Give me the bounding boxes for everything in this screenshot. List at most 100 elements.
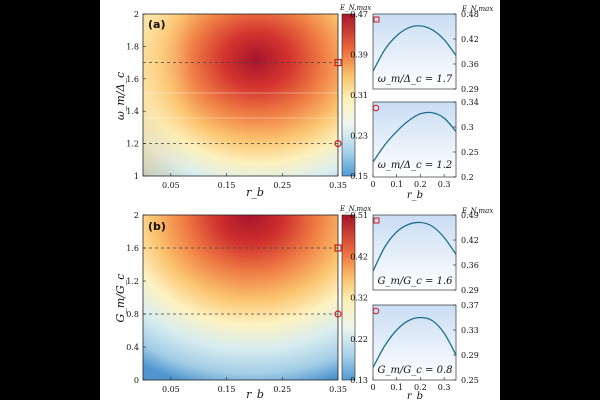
x-tick-label: 0 [370,180,375,189]
y-tick-label: 1.8 [126,42,139,51]
colorbar-tick-label: 0.39 [350,51,368,60]
square-marker [373,217,380,224]
x-axis-label: r_b [246,186,264,199]
x-tick-label: 0.2 [414,383,427,392]
colorbar-b-gradient [341,214,356,381]
colorbar-tick-label: 0.42 [350,252,368,261]
y-tick-label: 1.2 [126,277,139,286]
y-tick-label: 0.8 [126,310,139,319]
colorbar-tick-label: 0.31 [350,91,368,100]
colorbar-b: E_N,max 0.51 0.42 0.32 0.22 0.13 [339,205,371,385]
colorbar-tick-label: 0.23 [350,132,368,141]
x-tick-label: 0.35 [329,181,347,190]
heatmap-b-field [143,215,338,380]
y-tick-label: 0.36 [461,261,479,270]
y-tick-label: 0.49 [461,211,479,220]
colorbar-ticks: 0.51 0.42 0.32 0.22 0.13 [350,211,368,385]
caption: G_m/G_c = 1.6 [377,276,453,287]
y-tick-label: 1.4 [126,107,139,116]
y-tick-label: 1.2 [126,140,139,149]
x-tick-label: 0.3 [438,383,451,392]
curve [373,111,456,163]
square-marker [334,58,342,67]
x-tick-label: 0.2 [414,180,427,189]
colorbar-tick-label: 0.51 [350,211,368,220]
circle-marker [334,310,342,318]
curve [373,25,456,72]
circle-marker [372,104,380,112]
y-tick-label: 2 [134,211,139,220]
panel-a-top-lineplot: E_N,max 0.48 0.42 0.36 0.29 ω_m/Δ_c = 1.7 [372,5,493,94]
y-tick-label: 0.42 [461,35,479,44]
square-marker [334,244,342,252]
x-tick-label: 0.15 [218,181,236,190]
caption: ω_m/Δ_c = 1.7 [378,74,453,85]
y-tick-label: 0 [134,376,139,385]
panel-label: (b) [148,220,166,233]
y-tick-label: 0.29 [461,351,479,360]
x-axis-label: r_b [407,391,423,400]
colorbar-a-gradient [341,13,356,177]
x-tick-label: 0.1 [390,180,403,189]
y-tick-label: 0.2 [461,173,474,182]
y-tick-label: 0.37 [461,301,479,310]
y-tick-label: 0.4 [126,343,139,352]
x-tick-label: 0.05 [162,385,180,394]
heatmap-a-frame [142,13,339,177]
heatmap-b-frame [142,214,339,381]
x-axis: 0 0.1 0.2 0.3 [370,174,451,189]
x-axis-label: r_b [246,388,264,400]
square-marker [373,16,380,23]
y-tick-label: 0.48 [461,10,479,19]
colorbar-tick-label: 0.15 [350,172,368,181]
y-tick-label: 2 [134,10,139,19]
plot-a-bottom-frame [372,101,457,178]
y-tick-label: 1.6 [126,75,139,84]
x-tick-label: 0.25 [273,181,291,190]
y-axis-label: E_N,max [461,207,493,215]
y-axis-label: G_m/G_c [114,274,127,323]
colorbar-tick-label: 0.13 [350,376,368,385]
circle-marker [372,307,380,315]
panel-a-bottom-lineplot: 0.340.30.250.2 0 0.1 0.2 0.3 ω_m/Δ_c = 1.2 … [370,98,478,201]
x-axis: 0.05 0.15 0.25 0.35 [162,173,347,190]
colorbar-tick-label: 0.22 [350,335,368,344]
y-tick-label: 0.36 [461,60,479,69]
y-tick-label: 1 [134,172,139,181]
y-tick-label: 0.29 [461,85,479,94]
y-tick-label: 0.34 [461,98,479,107]
y-tick-label: 0.42 [461,236,479,245]
y-axis: 0.37 0.33 0.29 0.25 [453,301,479,385]
x-tick-label: 0.25 [273,385,291,394]
curve [373,316,456,368]
y-tick-label: 0.29 [461,286,479,295]
x-axis: 0.05 0.15 0.25 0.35 [162,377,347,394]
y-tick-label: 0.25 [461,376,479,385]
y-axis: 0.49 0.42 0.36 0.29 [453,211,479,295]
caption: ω_m/Δ_c = 1.2 [378,160,452,171]
plot-b-top-frame [372,214,457,291]
panel-label: (a) [148,18,165,31]
x-axis: 0 0.1 0.2 0.3 [370,377,451,392]
x-tick-label: 0.1 [390,383,403,392]
x-tick-label: 0 [370,383,375,392]
x-axis-label: r_b [407,190,423,201]
colorbar-a: E_N,max 0.47 0.39 0.31 0.23 0.15 [339,4,371,181]
y-tick-label: 1.6 [126,244,139,253]
curve [373,221,456,272]
colorbar-tick-label: 0.32 [350,294,368,303]
y-axis: 0.34 0.3 0.25 0.2 [453,98,479,182]
heatmap-a-shading [143,14,338,176]
x-tick-label: 0.15 [218,385,236,394]
y-axis: 0.48 0.42 0.36 0.29 [453,10,479,94]
caption: G_m/G_c = 0.8 [377,365,452,376]
colorbar-label: E_N,max [339,205,371,213]
y-axis: 0 0.4 0.8 1.2 1.6 2 [126,211,146,385]
x-tick-label: 0.3 [438,180,451,189]
colorbar-ticks: 0.47 0.39 0.31 0.23 0.15 [350,10,368,181]
colorbar-label: E_N,max [339,4,371,12]
x-tick-label: 0.05 [162,181,180,190]
colorbar-tick-label: 0.47 [350,10,368,19]
y-axis-label: ω_m/Δ_c [114,72,127,120]
